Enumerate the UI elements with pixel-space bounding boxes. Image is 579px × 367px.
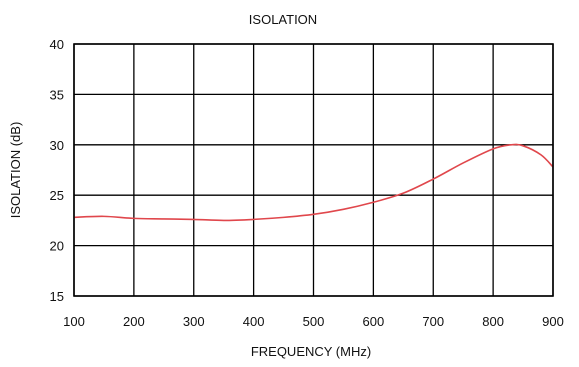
x-tick-label: 100 <box>63 314 85 329</box>
y-tick-label: 30 <box>50 138 64 153</box>
isolation-series-line <box>73 143 554 222</box>
y-tick-label: 25 <box>50 188 64 203</box>
x-tick-label: 300 <box>183 314 205 329</box>
y-tick-label: 15 <box>50 289 64 304</box>
y-axis-label: ISOLATION (dB) <box>8 122 23 219</box>
x-axis-label: FREQUENCY (MHz) <box>251 344 371 359</box>
plot-frame <box>73 43 554 297</box>
tick-labels: 100 200 300 400 500 600 700 800 900 15 20 25 30 35 40 <box>50 37 564 329</box>
x-tick-label: 900 <box>542 314 564 329</box>
y-tick-label: 35 <box>50 87 64 102</box>
x-tick-label: 400 <box>243 314 265 329</box>
chart-title: ISOLATION <box>249 12 317 27</box>
x-tick-label: 700 <box>422 314 444 329</box>
grid <box>73 43 554 297</box>
x-tick-label: 200 <box>123 314 145 329</box>
x-tick-label: 800 <box>482 314 504 329</box>
x-tick-label: 600 <box>363 314 385 329</box>
y-tick-label: 40 <box>50 37 64 52</box>
y-tick-label: 20 <box>50 239 64 254</box>
x-tick-label: 500 <box>303 314 325 329</box>
series-layer <box>73 143 554 222</box>
